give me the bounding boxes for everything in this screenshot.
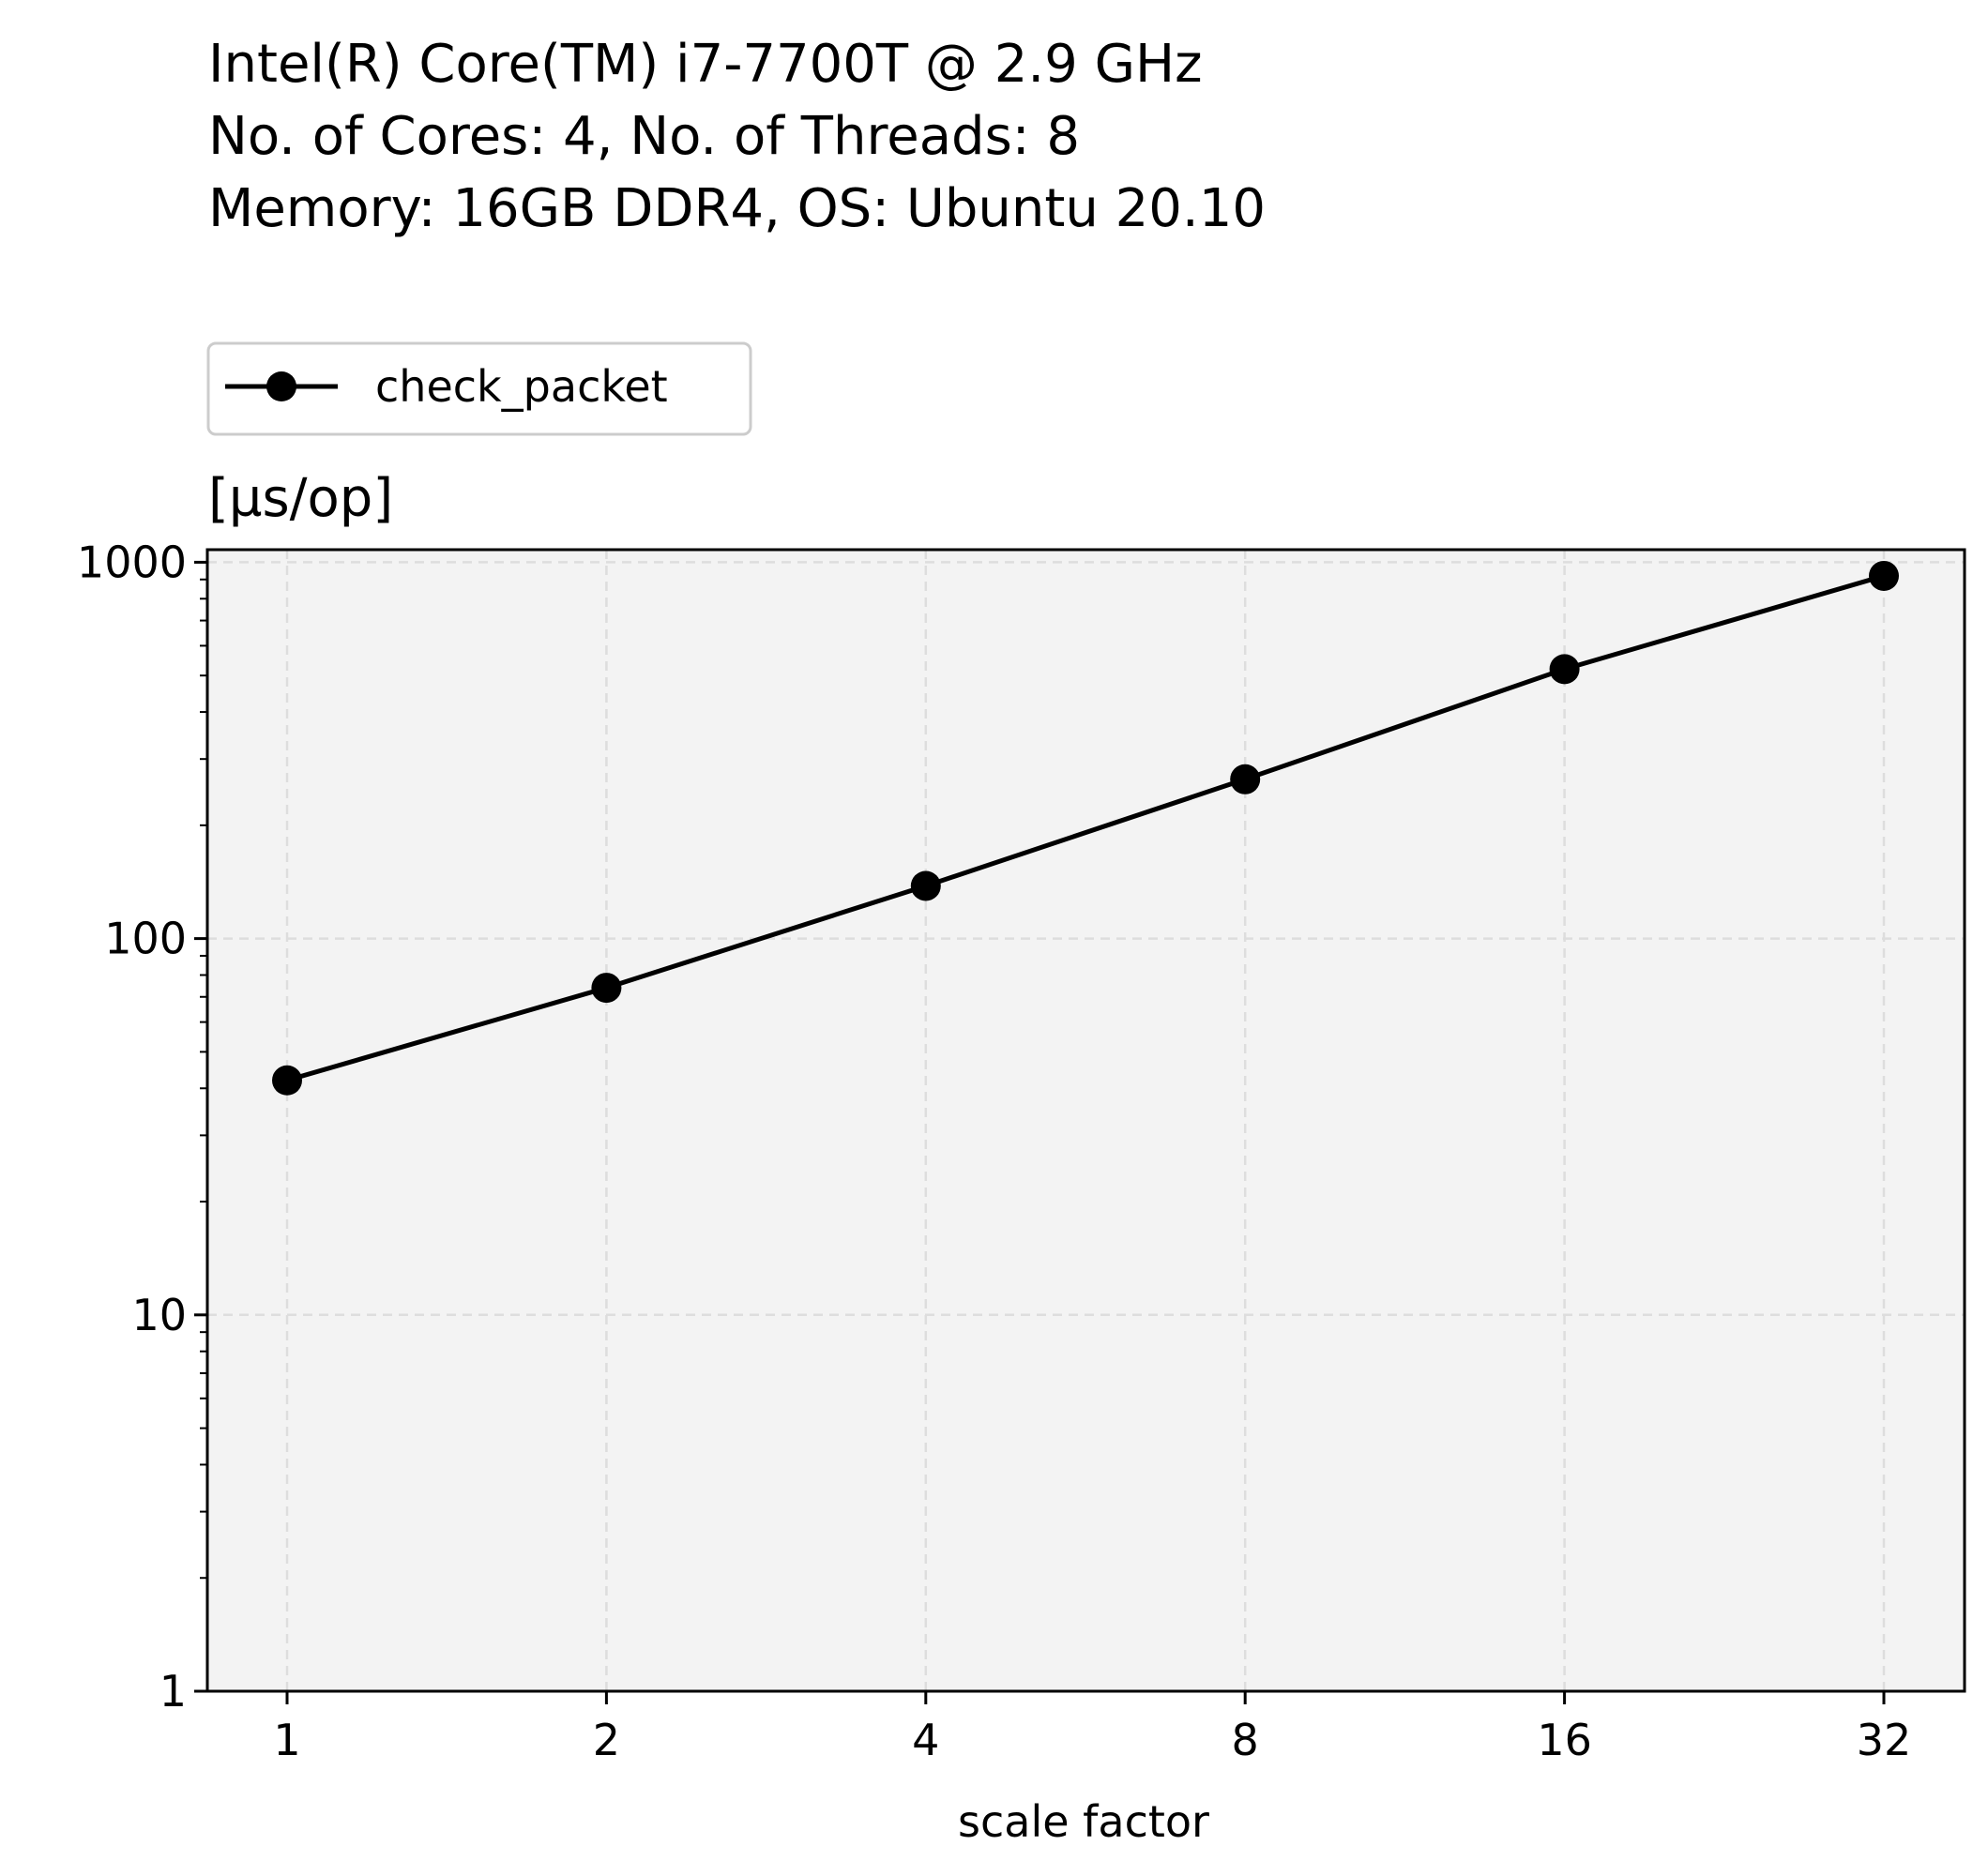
data-point [272,1065,302,1096]
legend-box [206,341,752,436]
data-point [1549,654,1580,685]
grid [207,550,1965,1691]
legend-label: check_packet [375,361,668,412]
y-axis-ticks: 1 10 100 1000 [77,537,207,1717]
x-tick-label: 1 [273,1715,300,1765]
data-point [910,870,941,901]
x-tick-label: 4 [912,1715,939,1765]
header-line-3: Memory: 16GB DDR4, OS: Ubuntu 20.10 [208,178,1266,239]
y-tick-label: 10 [131,1290,187,1340]
header-line-2: No. of Cores: 4, No. of Threads: 8 [208,106,1080,167]
x-tick-label: 2 [593,1715,620,1765]
data-point [591,973,622,1004]
x-tick-label: 8 [1232,1715,1259,1765]
x-axis-ticks: 1 2 4 8 16 32 [273,1691,1911,1765]
y-tick-label: 1 [159,1666,187,1717]
header-line-1: Intel(R) Core(TM) i7-7700T @ 2.9 GHz [208,34,1203,95]
data-point [1230,764,1261,794]
chart-header: Intel(R) Core(TM) i7-7700T @ 2.9 GHz No.… [208,34,1266,239]
y-tick-label: 100 [104,914,187,964]
y-axis-unit-label: [µs/op] [208,468,393,529]
legend-marker-swatch [266,371,296,401]
y-tick-label: 1000 [77,537,187,587]
series-line [286,573,1885,1083]
x-tick-label: 16 [1537,1715,1592,1765]
plot-area [207,550,1965,1691]
data-point [1869,560,1899,591]
plot-frame [205,548,1966,1693]
series-check-packet [272,560,1899,1096]
x-tick-label: 32 [1857,1715,1912,1765]
x-axis-label: scale factor [958,1796,1209,1847]
legend: check_packet [206,341,752,436]
